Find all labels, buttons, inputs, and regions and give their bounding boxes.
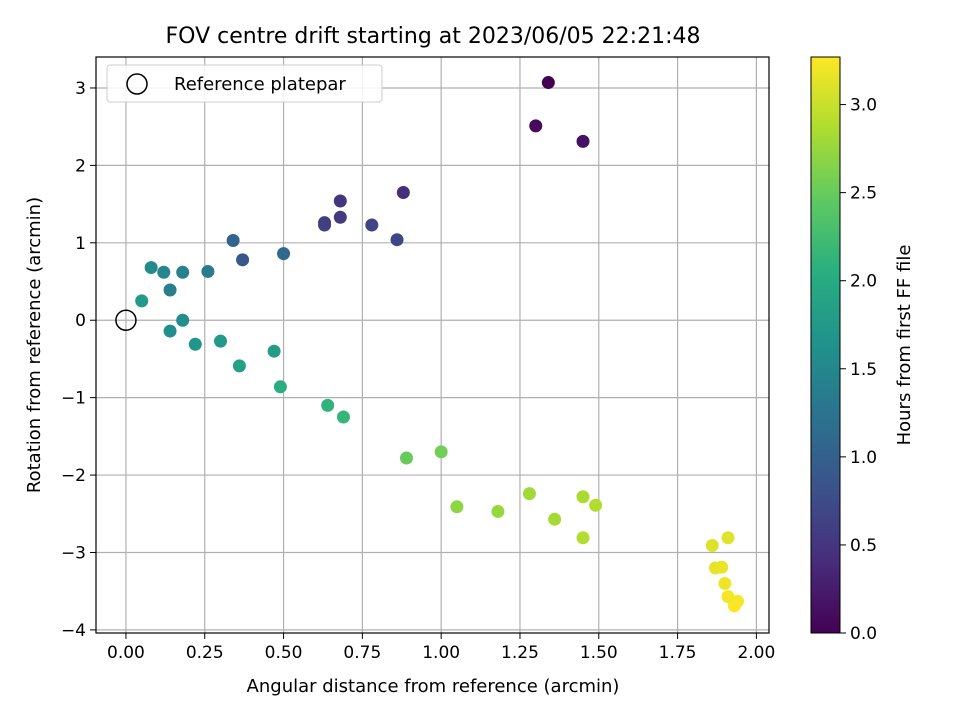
data-point — [135, 294, 149, 308]
data-point — [450, 500, 464, 514]
legend-marker — [126, 73, 148, 95]
data-point — [273, 380, 287, 394]
x-tick-label: 0.25 — [186, 643, 224, 663]
data-point — [201, 264, 215, 278]
data-point — [188, 337, 202, 351]
data-points — [115, 76, 744, 613]
x-axis-ticks: 0.00 0.25 0.50 0.75 1.00 1.25 1.50 1.75 2.00 — [107, 633, 775, 663]
legend-label: Reference platepar — [174, 74, 346, 95]
x-tick-label: 0.50 — [265, 643, 303, 663]
data-point — [576, 531, 590, 545]
plot-frame — [95, 56, 770, 634]
x-tick-label: 1.00 — [422, 643, 460, 663]
x-tick-label: 1.25 — [501, 643, 539, 663]
data-point — [548, 512, 562, 526]
y-tick-label: −1 — [61, 389, 86, 409]
data-point — [705, 539, 719, 553]
data-point — [365, 218, 379, 232]
colorbar-tick-label: 0.5 — [850, 536, 877, 556]
y-tick-label: 0 — [75, 311, 86, 331]
data-point — [390, 233, 404, 247]
colorbar-tick-label: 0.0 — [850, 624, 877, 644]
colorbar-tick-label: 2.0 — [850, 272, 877, 292]
colorbar-ticks: 0.0 0.5 1.0 1.5 2.0 2.5 3.0 — [840, 96, 877, 644]
colorbar-tick-label: 1.0 — [850, 448, 877, 468]
y-tick-label: −3 — [61, 543, 86, 563]
data-point — [718, 576, 732, 590]
y-tick-label: 1 — [75, 234, 86, 254]
colorbar: 0.0 0.5 1.0 1.5 2.0 2.5 3.0 Hours from first F… — [810, 56, 915, 644]
data-point — [522, 487, 536, 501]
x-tick-label: 1.50 — [580, 643, 618, 663]
data-point — [727, 599, 741, 613]
data-point — [267, 344, 281, 358]
y-tick-label: 3 — [75, 79, 86, 99]
chart-title: FOV centre drift starting at 2023/06/05 … — [166, 24, 701, 49]
x-tick-label: 1.75 — [659, 643, 697, 663]
reference-platepar-marker — [115, 309, 137, 331]
data-point — [144, 261, 158, 275]
data-point — [232, 359, 246, 373]
colorbar-tick-label: 2.5 — [850, 184, 877, 204]
data-point — [434, 445, 448, 459]
data-point — [399, 451, 413, 465]
data-point — [721, 531, 735, 545]
grid — [96, 57, 769, 633]
data-point — [396, 185, 410, 199]
data-point — [336, 410, 350, 424]
legend-box — [106, 64, 383, 103]
data-point — [589, 498, 603, 512]
data-point — [163, 324, 177, 338]
legend: Reference platepar — [106, 64, 383, 103]
x-tick-label: 0.00 — [107, 643, 145, 663]
data-point — [541, 76, 555, 90]
x-tick-label: 0.75 — [343, 643, 381, 663]
data-point — [318, 218, 332, 232]
y-tick-label: 2 — [75, 156, 86, 176]
colorbar-tick-label: 3.0 — [850, 96, 877, 116]
colorbar-tick-label: 1.5 — [850, 360, 877, 380]
data-point — [576, 490, 590, 504]
data-point — [176, 265, 190, 279]
data-point — [157, 265, 171, 279]
colorbar-label: Hours from first FF file — [894, 245, 915, 446]
data-point — [236, 253, 250, 267]
x-axis-label: Angular distance from reference (arcmin) — [247, 676, 620, 697]
data-point — [529, 119, 543, 133]
data-point — [333, 210, 347, 224]
data-point — [321, 398, 335, 412]
data-point — [715, 560, 729, 574]
data-point — [163, 283, 177, 297]
y-axis-label: Rotation from reference (arcmin) — [24, 197, 45, 493]
data-point — [491, 504, 505, 518]
data-point — [176, 313, 190, 327]
data-point — [333, 194, 347, 208]
data-point — [277, 247, 291, 261]
x-tick-label: 2.00 — [737, 643, 775, 663]
data-point — [226, 233, 240, 247]
y-tick-label: −4 — [61, 621, 86, 641]
y-axis-ticks: −4 −3 −2 −1 0 1 2 3 — [61, 79, 96, 641]
colorbar-gradient — [810, 56, 841, 634]
y-tick-label: −2 — [61, 466, 86, 486]
data-point — [576, 134, 590, 148]
data-point — [214, 334, 228, 348]
